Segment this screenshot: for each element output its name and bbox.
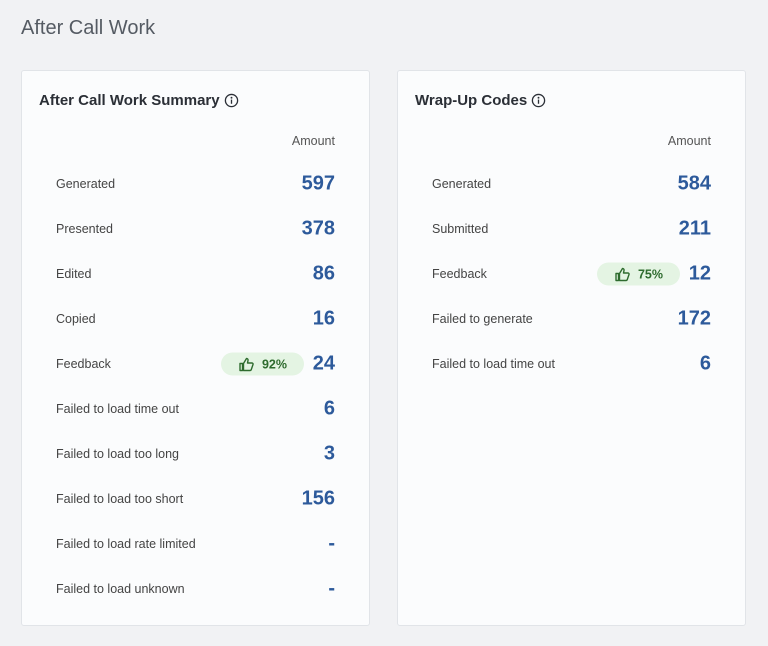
row-value: 12	[688, 262, 711, 285]
page-title: After Call Work	[21, 17, 156, 39]
info-icon[interactable]	[531, 93, 546, 108]
row-label: Failed to load time out	[56, 402, 179, 416]
card: After Call Work Summary Amount Generated 59…	[21, 70, 370, 626]
row-label: Presented	[56, 222, 113, 236]
row-label: Edited	[56, 267, 92, 281]
row-value: 378	[301, 217, 335, 240]
row-value: 156	[301, 487, 335, 510]
row-label: Feedback	[56, 357, 111, 371]
row-value: -	[328, 532, 335, 555]
card-title-text: After Call Work Summary	[39, 92, 220, 109]
row-value: -	[328, 577, 335, 600]
row-label: Failed to load too long	[56, 447, 180, 461]
row-value: 6	[699, 352, 711, 375]
feedback-percent: 75%	[637, 267, 664, 281]
row-label: Failed to load time out	[432, 357, 555, 371]
column-header: Amount	[667, 134, 711, 148]
card-title: Wrap-Up Codes	[415, 92, 546, 109]
row-label: Copied	[56, 312, 96, 326]
row-value: 86	[312, 262, 335, 285]
row-value: 172	[677, 307, 711, 330]
row-value: 3	[323, 442, 335, 465]
row-value: 597	[301, 172, 335, 195]
row-label: Failed to load rate limited	[56, 537, 196, 551]
row-value: 16	[312, 307, 335, 330]
feedback-badge: 92%	[221, 352, 304, 376]
row-label: Failed to load too short	[56, 492, 184, 506]
row-value: 6	[323, 397, 335, 420]
info-icon[interactable]	[224, 93, 239, 108]
row-value: 211	[678, 217, 711, 240]
feedback-badge: 75%	[597, 262, 680, 286]
row-label: Failed to load unknown	[56, 582, 185, 596]
row-value: 24	[312, 352, 335, 375]
thumbs-up-icon	[239, 357, 254, 371]
card-title-text: Wrap-Up Codes	[415, 92, 528, 109]
row-label: Generated	[432, 177, 492, 191]
row-label: Submitted	[432, 222, 489, 236]
row-value: 584	[677, 172, 711, 195]
card: Wrap-Up Codes Amount Generated 584 Submitted…	[397, 70, 746, 626]
card-title: After Call Work Summary	[39, 92, 239, 109]
thumbs-up-icon	[615, 267, 630, 281]
feedback-percent: 92%	[261, 357, 288, 371]
row-label: Generated	[56, 177, 116, 191]
row-label: Failed to generate	[432, 312, 533, 326]
column-header: Amount	[291, 134, 335, 148]
row-label: Feedback	[432, 267, 487, 281]
